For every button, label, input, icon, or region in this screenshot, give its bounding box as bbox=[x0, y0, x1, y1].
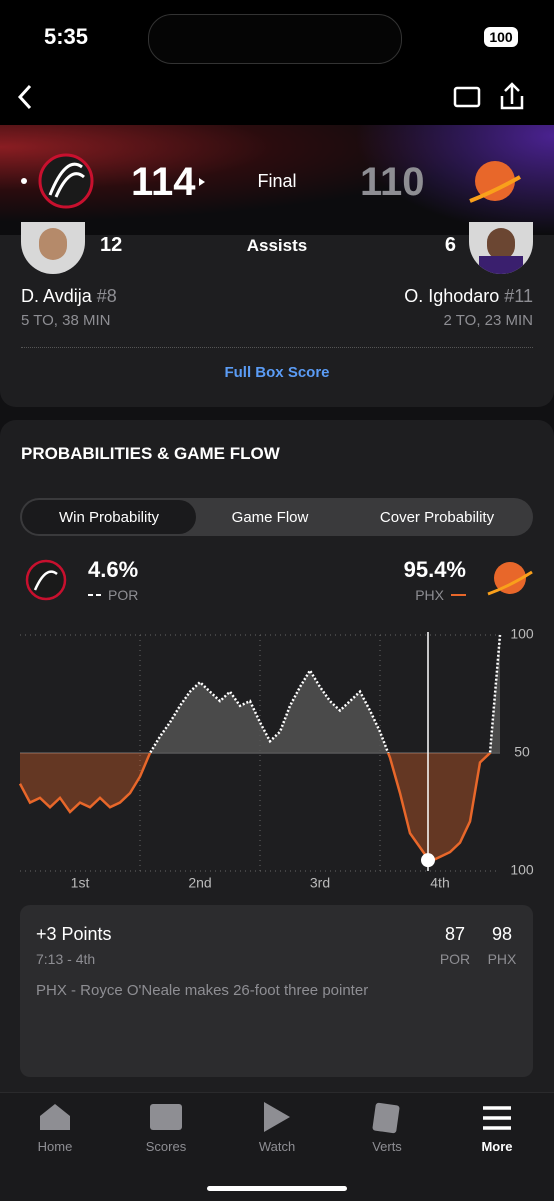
por-logo-mark bbox=[48, 162, 85, 198]
right-avatar bbox=[469, 222, 533, 274]
play-description: PHX - Royce O'Neale makes 26-foot three … bbox=[36, 982, 369, 999]
x-tick-label: 4th bbox=[430, 875, 449, 891]
divider bbox=[21, 347, 533, 348]
tab-win-probability[interactable]: Win Probability bbox=[58, 509, 160, 526]
player-name: D. Avdija bbox=[21, 286, 92, 306]
play-time: 7:13 - 4th bbox=[36, 951, 96, 967]
phx-play-team: PHX bbox=[487, 951, 517, 967]
por-play-team: POR bbox=[439, 951, 471, 967]
cursor-dot bbox=[421, 853, 435, 868]
right-player: O. Ighodaro #11 bbox=[404, 286, 533, 307]
scores-icon[interactable] bbox=[150, 1104, 182, 1130]
phx-logo-mark bbox=[487, 570, 533, 596]
area-above bbox=[20, 635, 500, 753]
play-card: +3 Points 7:13 - 4th PHX - Royce O'Neale… bbox=[20, 905, 533, 1077]
segmented-control: Win Probability Game Flow Cover Probabil… bbox=[20, 498, 533, 536]
home-indicator bbox=[207, 1186, 347, 1191]
por-logo-mark bbox=[33, 570, 58, 591]
home-score: 114 bbox=[131, 160, 196, 204]
x-tick-label: 1st bbox=[71, 875, 90, 891]
prob-legend bbox=[25, 559, 533, 601]
y-tick-label: 100 bbox=[510, 626, 534, 642]
tab-home[interactable]: Home bbox=[37, 1139, 73, 1154]
phx-logo bbox=[494, 562, 526, 594]
x-tick-label: 2nd bbox=[188, 875, 211, 891]
winner-star bbox=[21, 178, 27, 184]
stat-label: Assists bbox=[246, 236, 308, 255]
clock: 5:35 bbox=[44, 24, 89, 49]
away-score: 110 bbox=[360, 160, 425, 204]
phx-team: PHX bbox=[415, 587, 444, 603]
por-probability: 4.6% bbox=[88, 557, 139, 582]
cast-button[interactable] bbox=[453, 86, 481, 108]
leaders-card bbox=[0, 235, 554, 407]
play-title: +3 Points bbox=[36, 924, 112, 944]
score-graphics bbox=[21, 153, 521, 209]
verts-icon[interactable] bbox=[372, 1102, 400, 1134]
full-box-score-link[interactable]: Full Box Score bbox=[224, 364, 330, 381]
win-probability-chart: 100 50 100 1st 2nd 3rd 4th bbox=[18, 626, 534, 891]
tab-game-flow[interactable]: Game Flow bbox=[231, 509, 309, 526]
phx-play-score: 98 bbox=[491, 924, 513, 944]
winner-arrow bbox=[199, 178, 205, 186]
left-player: D. Avdija #8 bbox=[21, 286, 117, 307]
player-number: #8 bbox=[96, 286, 117, 306]
back-button[interactable] bbox=[17, 84, 32, 110]
por-logo bbox=[25, 559, 67, 601]
game-status: Final bbox=[257, 171, 297, 191]
por-team: POR bbox=[108, 587, 139, 603]
phx-logo bbox=[475, 161, 515, 201]
scoreboard bbox=[0, 125, 554, 235]
away-glow bbox=[354, 125, 554, 235]
section-title: PROBABILITIES & GAME FLOW bbox=[21, 444, 280, 463]
battery: 100 bbox=[484, 27, 518, 47]
left-avatar bbox=[21, 222, 85, 274]
y-tick-label: 100 bbox=[510, 862, 534, 878]
tab-scores[interactable]: Scores bbox=[145, 1139, 187, 1154]
right-detail: 2 TO, 23 MIN bbox=[443, 312, 533, 329]
player-number: #11 bbox=[504, 286, 533, 306]
home-icon[interactable] bbox=[40, 1104, 70, 1130]
tab-verts[interactable]: Verts bbox=[372, 1139, 402, 1154]
share-button[interactable] bbox=[500, 82, 524, 110]
right-stat: 6 bbox=[444, 234, 456, 256]
tab-watch[interactable]: Watch bbox=[258, 1139, 296, 1154]
nav-bar bbox=[17, 82, 524, 110]
more-icon[interactable] bbox=[483, 1106, 511, 1130]
watch-icon[interactable] bbox=[264, 1102, 290, 1132]
tab-cover-probability[interactable]: Cover Probability bbox=[379, 509, 495, 526]
phx-probability: 95.4% bbox=[403, 557, 466, 582]
dynamic-island bbox=[148, 14, 402, 64]
tab-more[interactable]: More bbox=[481, 1139, 513, 1154]
y-tick-label: 50 bbox=[514, 744, 530, 760]
tab-icons bbox=[40, 1102, 511, 1134]
left-stat: 12 bbox=[100, 234, 123, 256]
left-detail: 5 TO, 38 MIN bbox=[21, 312, 111, 329]
player-name: O. Ighodaro bbox=[404, 286, 500, 306]
por-play-score: 87 bbox=[444, 924, 466, 944]
phx-logo-mark bbox=[469, 175, 521, 203]
selected-segment bbox=[22, 500, 196, 534]
x-tick-label: 3rd bbox=[310, 875, 330, 891]
line-below bbox=[18, 753, 492, 864]
